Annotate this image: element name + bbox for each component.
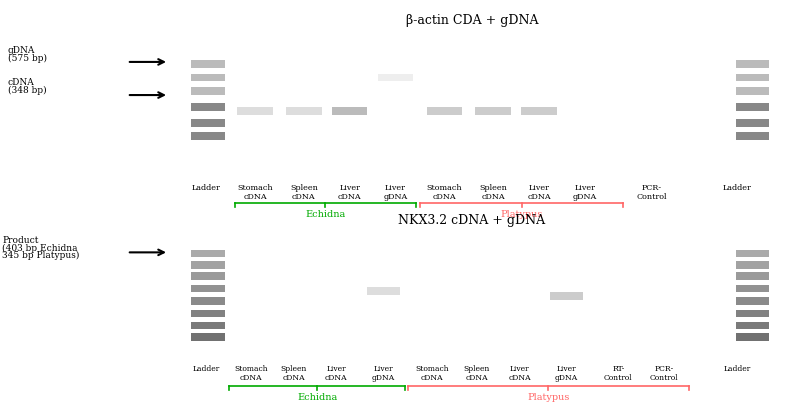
Text: Spleen
cDNA: Spleen cDNA (290, 183, 318, 201)
Bar (237, 107, 273, 115)
Bar (191, 88, 224, 95)
Text: Echidna: Echidna (305, 210, 346, 219)
Text: (403 bp Echidna: (403 bp Echidna (2, 243, 78, 252)
Text: Spleen
cDNA: Spleen cDNA (281, 364, 307, 382)
Bar (191, 103, 224, 112)
Text: β-actin CDA + gDNA: β-actin CDA + gDNA (405, 14, 538, 27)
Bar (736, 74, 769, 82)
Text: 345 bp Platypus): 345 bp Platypus) (2, 251, 80, 260)
Bar (191, 322, 224, 330)
Text: Platypus: Platypus (500, 210, 542, 219)
Bar (191, 74, 224, 82)
Bar (191, 261, 224, 269)
Bar (191, 119, 224, 127)
Text: Liver
cDNA: Liver cDNA (508, 364, 531, 382)
Bar (736, 333, 769, 341)
Bar (191, 273, 224, 280)
Text: Spleen
cDNA: Spleen cDNA (464, 364, 490, 382)
Bar (736, 250, 769, 258)
Text: Liver
gDNA: Liver gDNA (555, 364, 578, 382)
Bar (736, 273, 769, 280)
Bar (736, 133, 769, 140)
Bar (736, 88, 769, 95)
Bar (736, 61, 769, 69)
Text: Liver
cDNA: Liver cDNA (338, 183, 362, 201)
Text: (348 bp): (348 bp) (8, 85, 47, 95)
Text: Stomach
cDNA: Stomach cDNA (234, 364, 267, 382)
Bar (736, 261, 769, 269)
Bar (736, 310, 769, 317)
Text: PCR-
Control: PCR- Control (650, 364, 679, 382)
Text: Ladder: Ladder (193, 364, 220, 372)
Bar (191, 333, 224, 341)
Text: Liver
gDNA: Liver gDNA (383, 183, 408, 201)
Text: Stomach
cDNA: Stomach cDNA (237, 183, 273, 201)
Bar (286, 107, 322, 115)
Bar (191, 133, 224, 140)
Text: Ladder: Ladder (723, 183, 752, 191)
Text: Liver
gDNA: Liver gDNA (573, 183, 597, 201)
Text: cDNA: cDNA (8, 78, 35, 87)
Bar (736, 103, 769, 112)
Text: Product: Product (2, 236, 39, 245)
Bar (377, 74, 413, 82)
Bar (332, 107, 367, 115)
Bar (191, 310, 224, 317)
Bar (427, 107, 462, 115)
Text: RT-
Control: RT- Control (604, 364, 633, 382)
Bar (736, 285, 769, 292)
Bar (191, 285, 224, 292)
Bar (476, 107, 511, 115)
Text: Liver
gDNA: Liver gDNA (372, 364, 395, 382)
Text: Ladder: Ladder (192, 183, 220, 191)
Bar (736, 119, 769, 127)
Text: Stomach
cDNA: Stomach cDNA (427, 183, 462, 201)
Text: Stomach
cDNA: Stomach cDNA (416, 364, 449, 382)
Bar (191, 61, 224, 69)
Text: gDNA: gDNA (8, 46, 36, 55)
Bar (550, 292, 584, 300)
Bar (567, 74, 606, 82)
Bar (191, 297, 224, 305)
Text: Ladder: Ladder (724, 364, 751, 372)
Bar (191, 250, 224, 258)
Text: Spleen
cDNA: Spleen cDNA (479, 183, 508, 201)
Bar (736, 297, 769, 305)
Text: Liver
cDNA: Liver cDNA (527, 183, 551, 201)
Text: Liver
cDNA: Liver cDNA (325, 364, 347, 382)
Text: (575 bp): (575 bp) (8, 53, 47, 62)
Text: NKX3.2 cDNA + gDNA: NKX3.2 cDNA + gDNA (398, 214, 546, 227)
Bar (521, 107, 557, 115)
Text: PCR-
Control: PCR- Control (637, 183, 667, 201)
Text: Echidna: Echidna (297, 392, 337, 401)
Text: Platypus: Platypus (527, 392, 569, 401)
Bar (366, 287, 400, 295)
Bar (736, 322, 769, 330)
